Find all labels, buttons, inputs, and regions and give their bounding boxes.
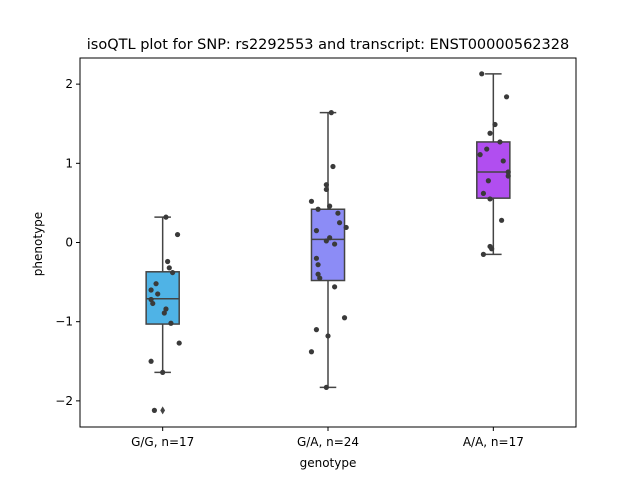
data-point bbox=[499, 217, 505, 223]
data-point bbox=[313, 255, 320, 261]
data-point bbox=[477, 152, 483, 158]
data-point bbox=[323, 182, 329, 188]
data-point bbox=[332, 284, 338, 290]
data-point bbox=[317, 275, 323, 281]
data-point bbox=[479, 71, 485, 77]
data-point bbox=[323, 384, 329, 391]
data-point bbox=[500, 158, 506, 164]
x-tick-label: G/G, n=17 bbox=[131, 435, 194, 449]
data-point bbox=[161, 310, 167, 316]
data-point bbox=[148, 358, 154, 364]
data-point bbox=[315, 206, 321, 212]
data-point bbox=[327, 235, 333, 241]
data-point bbox=[336, 220, 343, 226]
data-point bbox=[166, 265, 172, 271]
data-point bbox=[487, 130, 493, 136]
data-point bbox=[335, 210, 341, 216]
box bbox=[310, 208, 346, 282]
boxes-layer bbox=[145, 73, 511, 415]
data-point bbox=[497, 139, 503, 145]
data-point bbox=[505, 173, 511, 179]
data-point bbox=[492, 121, 498, 128]
data-point bbox=[176, 340, 182, 346]
plot-frame bbox=[79, 57, 577, 428]
data-point bbox=[327, 203, 333, 209]
data-point bbox=[341, 315, 348, 321]
data-point bbox=[160, 369, 166, 375]
data-point bbox=[150, 300, 156, 307]
outlier-marker bbox=[160, 406, 166, 415]
data-point bbox=[315, 262, 321, 268]
data-point bbox=[480, 251, 487, 257]
data-point bbox=[487, 243, 493, 250]
data-point bbox=[169, 269, 176, 276]
y-tick-label: 1 bbox=[65, 156, 73, 170]
data-point bbox=[330, 163, 336, 170]
data-point bbox=[323, 238, 329, 244]
y-tick-label: −2 bbox=[55, 394, 73, 408]
data-point bbox=[163, 214, 169, 220]
points-layer bbox=[148, 71, 511, 413]
x-tick-label: G/A, n=24 bbox=[297, 435, 359, 449]
data-point bbox=[332, 241, 338, 247]
data-point bbox=[174, 231, 181, 238]
data-point bbox=[148, 287, 154, 293]
chart-title: isoQTL plot for SNP: rs2292553 and trans… bbox=[87, 37, 569, 53]
axes-layer: −2 −1 0 1 2 G/G, n=17 G/A, n=24 A/A, n=17 bbox=[55, 77, 524, 449]
box bbox=[476, 141, 511, 199]
data-point bbox=[165, 258, 171, 265]
data-point bbox=[163, 306, 169, 312]
data-point bbox=[480, 190, 487, 197]
data-point bbox=[155, 291, 161, 297]
data-point bbox=[313, 327, 320, 333]
data-point bbox=[485, 178, 491, 184]
data-point bbox=[484, 146, 490, 152]
data-point bbox=[313, 228, 320, 234]
data-point bbox=[308, 198, 315, 204]
data-point bbox=[308, 349, 315, 355]
data-point bbox=[505, 169, 511, 175]
data-point bbox=[328, 110, 334, 116]
x-tick-label: A/A, n=17 bbox=[463, 435, 524, 449]
y-tick-label: 2 bbox=[65, 77, 73, 91]
data-point bbox=[153, 281, 159, 287]
data-point bbox=[503, 94, 510, 100]
data-point bbox=[168, 320, 174, 326]
y-tick-label: −1 bbox=[55, 315, 73, 329]
data-point bbox=[325, 333, 331, 339]
data-point bbox=[323, 186, 329, 193]
data-point bbox=[315, 271, 321, 277]
x-axis-label: genotype bbox=[300, 456, 357, 470]
data-point bbox=[148, 296, 154, 303]
y-tick-label: 0 bbox=[65, 236, 73, 250]
data-point bbox=[151, 407, 157, 413]
y-axis-label: phenotype bbox=[31, 212, 45, 276]
data-point bbox=[487, 196, 493, 202]
data-point bbox=[343, 224, 349, 231]
